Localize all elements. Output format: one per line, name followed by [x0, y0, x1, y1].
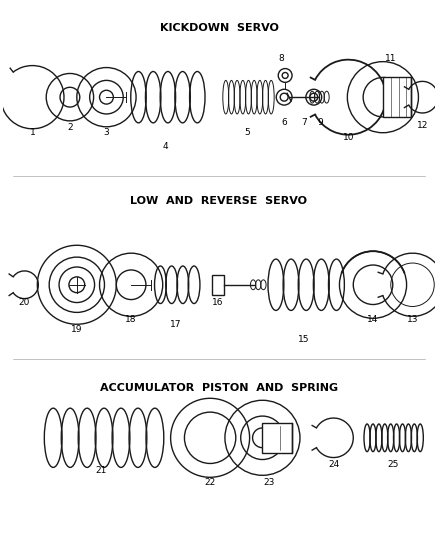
- Text: 21: 21: [96, 466, 107, 475]
- Bar: [383, 77, 410, 117]
- Text: 16: 16: [212, 298, 224, 308]
- Text: 25: 25: [387, 461, 399, 470]
- Text: 4: 4: [163, 142, 169, 151]
- Text: 9: 9: [318, 118, 324, 127]
- Bar: [212, 275, 224, 295]
- Text: ACCUMULATOR  PISTON  AND  SPRING: ACCUMULATOR PISTON AND SPRING: [100, 383, 338, 393]
- Bar: [262, 423, 292, 453]
- Text: 6: 6: [281, 118, 287, 127]
- Text: 15: 15: [298, 335, 310, 344]
- Text: 5: 5: [245, 128, 251, 136]
- Text: KICKDOWN  SERVO: KICKDOWN SERVO: [159, 23, 279, 33]
- Text: 1: 1: [29, 128, 35, 136]
- Text: LOW  AND  REVERSE  SERVO: LOW AND REVERSE SERVO: [131, 196, 307, 206]
- Text: 8: 8: [278, 54, 284, 62]
- Text: 19: 19: [71, 325, 83, 334]
- Text: 24: 24: [328, 461, 339, 470]
- Text: 22: 22: [205, 478, 216, 487]
- Text: 18: 18: [125, 315, 137, 324]
- Text: 17: 17: [170, 320, 181, 329]
- Text: 13: 13: [407, 315, 418, 324]
- Text: 2: 2: [67, 123, 73, 132]
- Text: 11: 11: [385, 54, 396, 62]
- Text: 20: 20: [19, 298, 30, 308]
- Text: 12: 12: [417, 121, 428, 130]
- Text: 23: 23: [264, 478, 275, 487]
- Text: 14: 14: [367, 315, 379, 324]
- Text: 7: 7: [301, 118, 307, 127]
- Text: 3: 3: [103, 128, 110, 136]
- Text: 10: 10: [343, 133, 354, 142]
